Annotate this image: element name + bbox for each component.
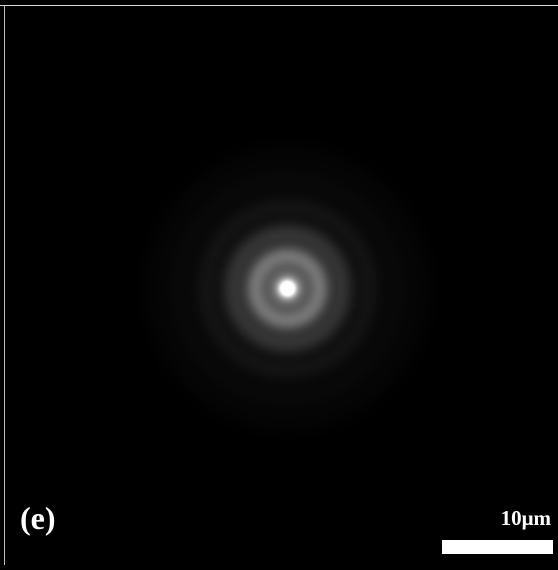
scale-bar-label: 10μm — [500, 506, 551, 530]
panel-label: (e) — [20, 500, 56, 536]
scale-bar — [442, 540, 553, 554]
